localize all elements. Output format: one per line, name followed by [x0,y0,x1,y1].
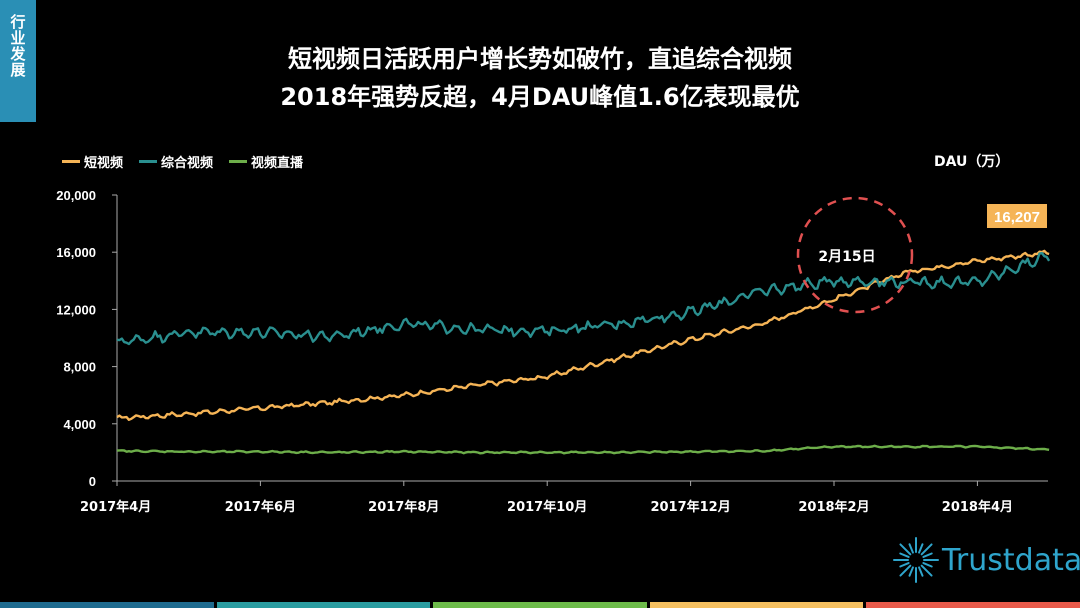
logo-ray [918,566,924,577]
highlight-dashed-circle [796,196,914,314]
title-line-2: 2018年强势反超，4月DAU峰值1.6亿表现最优 [280,83,800,111]
brand-name: Trustdata [942,542,1080,578]
series-line-short-video [116,249,1050,421]
legend-swatch-general-video [139,160,158,163]
side-tab-label: 行业发展 [8,14,27,78]
bottom-bar-segment [866,602,1080,608]
logo-ray [920,564,933,577]
legend-label-short-video: 短视频 [84,156,124,171]
logo-ray [899,552,910,558]
side-section-tab: 行业发展 [0,0,36,122]
y-tick-label: 16,000 [56,245,96,260]
title-line-1: 短视频日活跃用户增长势如破竹，直追综合视频 [288,45,792,73]
logo-ray [922,552,933,558]
x-tick-label: 2017年8月 [368,499,439,515]
peak-value-callout-text: 16,207 [994,209,1040,226]
legend-item-live-video: 视频直播 [229,152,303,171]
series-line-live-video [116,444,1050,455]
logo-ray [899,564,912,577]
y-tick-label: 20,000 [56,188,96,203]
y-tick-label: 0 [89,474,96,489]
logo-ray [922,562,933,568]
bottom-bar-segment [649,602,864,608]
logo-ray [908,543,914,554]
legend-label-live-video: 视频直播 [251,156,304,171]
logo-ray [920,543,933,556]
chart-title: 短视频日活跃用户增长势如破竹，直追综合视频 2018年强势反超，4月DAU峰值1… [100,40,980,116]
x-tick-label: 2017年10月 [507,499,587,515]
y-tick-label: 4,000 [63,417,96,432]
legend-swatch-short-video [62,160,80,163]
y-tick-label: 12,000 [56,302,96,317]
y-unit-label: DAU（万） [934,154,1010,170]
y-tick-label: 8,000 [63,360,96,375]
legend-swatch-live-video [229,160,248,163]
logo-ray [899,543,912,556]
logo-ray [908,566,914,577]
x-tick-label: 2017年6月 [225,499,296,515]
logo-ray [899,562,910,568]
x-tick-label: 2018年2月 [798,499,869,515]
brand-logo: Trustdata [892,536,1080,584]
chart-legend: 短视频 综合视频 视频直播 [62,152,303,171]
legend-item-general-video: 综合视频 [139,152,213,171]
x-tick-label: 2018年4月 [942,499,1013,515]
peak-value-callout-box [987,204,1047,228]
annotation-date-label: 2月15日 [818,249,875,265]
bottom-bar-segment [0,602,214,608]
x-tick-label: 2017年12月 [650,499,730,515]
bottom-bar-segment [433,602,647,608]
x-tick-label: 2017年4月 [80,499,151,515]
bottom-color-bar [0,602,1080,608]
legend-label-general-video: 综合视频 [161,156,214,171]
series-line-general-video [116,251,1051,346]
bottom-bar-segment [216,602,431,608]
legend-item-short-video: 短视频 [62,152,123,171]
logo-ray [918,543,924,554]
starburst-logo-icon [893,537,939,583]
